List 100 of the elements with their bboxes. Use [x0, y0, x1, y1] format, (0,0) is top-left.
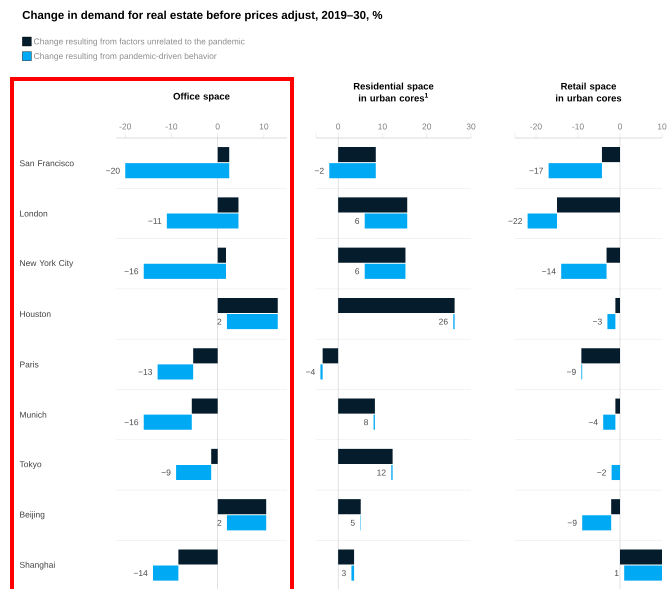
y-tick-label: Beijing — [20, 511, 44, 520]
bar — [125, 163, 230, 178]
data-label: 8 — [364, 419, 368, 426]
x-tick-label: 20 — [422, 123, 432, 130]
bar — [329, 163, 376, 178]
x-tick-label: -20 — [530, 123, 542, 130]
bar — [364, 264, 406, 279]
bar — [176, 464, 212, 480]
x-tick-label: 0 — [216, 123, 220, 130]
bar — [166, 213, 238, 229]
bar — [528, 213, 557, 229]
bar — [226, 314, 278, 330]
data-label: 6 — [355, 268, 360, 274]
bar — [152, 566, 178, 581]
data-label: −2 — [314, 168, 324, 174]
data-label: 26 — [439, 318, 448, 325]
y-tick-label: New York City — [20, 260, 74, 268]
bar — [351, 566, 354, 581]
bar — [607, 314, 616, 330]
bar — [158, 364, 194, 380]
data-label: 12 — [377, 470, 386, 476]
bar — [603, 414, 616, 430]
bar — [548, 163, 602, 178]
y-tick-label: San Francisco — [20, 160, 74, 166]
data-label: 2 — [217, 520, 222, 526]
data-label: −14 — [542, 268, 556, 274]
bar — [193, 348, 218, 364]
data-label: −13 — [138, 368, 152, 375]
x-tick-label: 0 — [336, 123, 340, 130]
data-label: −16 — [124, 419, 138, 426]
data-label: −4 — [306, 368, 315, 375]
bar — [338, 448, 393, 464]
x-tick-label: 10 — [658, 123, 666, 130]
bar — [557, 197, 620, 212]
chart-subtitle: Retail space in urban cores — [556, 82, 622, 102]
bar — [606, 248, 620, 263]
x-tick-label: 10 — [378, 123, 387, 130]
data-label: −9 — [162, 470, 170, 476]
y-tick-label: Houston — [20, 311, 50, 318]
data-label: −22 — [508, 218, 522, 224]
bar — [226, 515, 266, 530]
bar — [581, 348, 620, 364]
bar — [322, 348, 338, 364]
bar — [218, 197, 238, 212]
data-label: −9 — [566, 368, 576, 375]
data-label: −9 — [568, 520, 577, 526]
data-label: −14 — [134, 570, 148, 576]
x-tick-label: -20 — [120, 123, 132, 130]
data-label: 3 — [342, 570, 346, 576]
x-tick-label: 10 — [260, 123, 268, 130]
chart-subtitle: Office space — [173, 92, 230, 102]
bar — [338, 147, 376, 162]
bar — [338, 398, 375, 414]
bar — [612, 464, 620, 480]
bar — [218, 248, 226, 263]
bar — [218, 147, 230, 162]
x-tick-label: -10 — [572, 123, 584, 130]
bar — [338, 549, 354, 565]
data-label: −20 — [106, 168, 120, 174]
legend-label: Change resulting from pandemic-driven behavior — [34, 52, 217, 61]
y-tick-label: Munich — [20, 412, 46, 418]
data-label: −16 — [124, 268, 138, 274]
bar — [615, 298, 620, 314]
y-tick-label: Paris — [20, 361, 38, 368]
data-label: −11 — [148, 218, 162, 224]
data-label: −2 — [597, 470, 606, 476]
bar — [218, 499, 266, 514]
bar — [218, 298, 278, 314]
bar — [620, 549, 662, 565]
y-tick-label: Shanghai — [20, 562, 55, 570]
data-label: 5 — [350, 520, 355, 526]
bar — [211, 448, 218, 464]
bar — [611, 499, 620, 514]
bar — [602, 147, 620, 162]
data-label: 6 — [355, 218, 360, 224]
bar — [582, 515, 612, 530]
bar — [338, 499, 361, 514]
bar — [192, 398, 218, 414]
chart-title: Change in demand for real estate before prices adjust, 2019–30, % — [22, 10, 382, 22]
y-tick-label: London — [20, 210, 48, 217]
bar — [615, 398, 620, 414]
bar — [624, 566, 662, 581]
data-label: −3 — [592, 318, 602, 325]
legend-label: Change resulting from factors unrelated to the pandemic — [34, 38, 245, 46]
bar — [338, 197, 408, 212]
x-tick-label: 30 — [466, 123, 476, 130]
bar — [561, 264, 607, 279]
bar — [338, 248, 406, 263]
data-label: −17 — [529, 168, 543, 174]
bar — [320, 364, 323, 380]
x-tick-label: -10 — [166, 123, 178, 130]
x-tick-label: 0 — [618, 123, 622, 130]
bar — [338, 298, 455, 314]
data-label: 2 — [217, 318, 222, 325]
chart-subtitle: Residential space in urban cores$^{1}$ — [354, 82, 434, 102]
y-tick-label: Tokyo — [20, 461, 42, 469]
data-label: 1 — [614, 570, 619, 576]
data-label: −4 — [588, 419, 598, 426]
bar — [178, 549, 218, 565]
bar — [144, 264, 226, 279]
